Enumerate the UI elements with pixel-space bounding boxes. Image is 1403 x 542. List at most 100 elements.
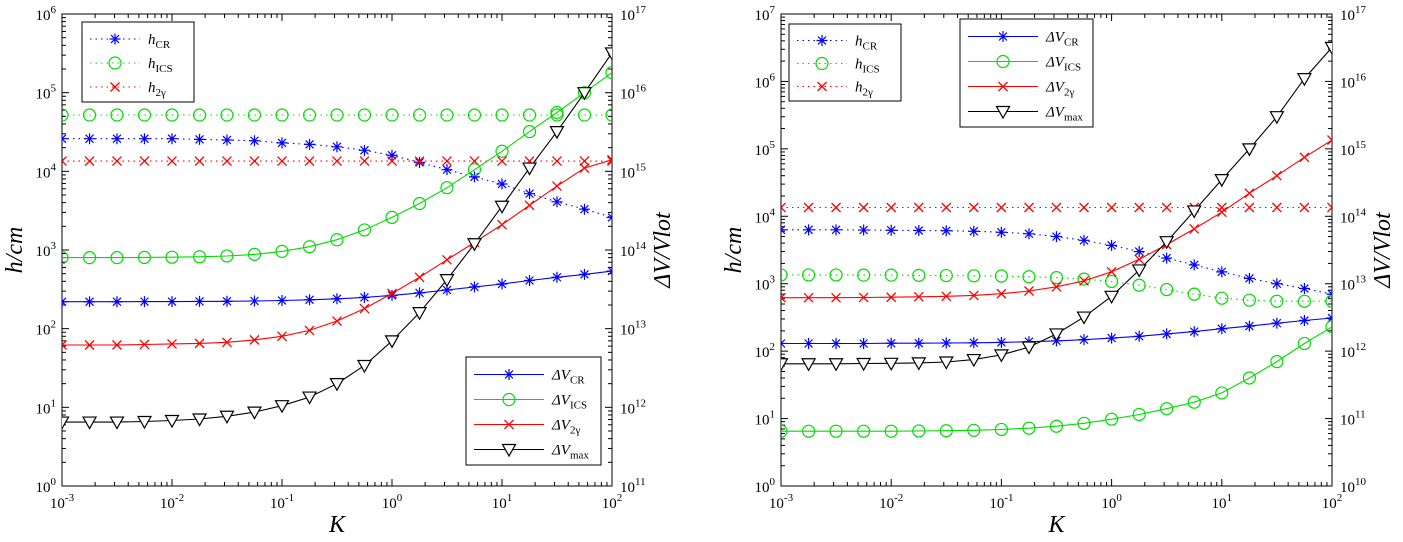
x-tick-label-mantissa: 10 [1212, 496, 1227, 512]
point-h_ICS [247, 108, 262, 122]
point-h_2g [139, 156, 150, 167]
point-h_ICS [829, 268, 843, 282]
point-dV_2g [414, 272, 425, 283]
point-h_ICS [1132, 278, 1146, 292]
legend-h-label-main: h [148, 56, 156, 72]
point-dV_CR [386, 289, 398, 301]
point-h_2g [387, 156, 397, 167]
legend-h-label-sub: ICS [156, 63, 173, 75]
point-h_ICS [275, 108, 289, 122]
point-dV_ICS [522, 124, 537, 139]
x-tick-label-mantissa: 10 [270, 496, 285, 512]
x-tick-label-exponent: -1 [285, 492, 294, 504]
point-dV_CR [496, 278, 508, 290]
point-h_2g [222, 156, 232, 167]
y-right-tick-label-exponent: 17 [635, 4, 647, 16]
point-dV_2g [332, 316, 342, 327]
point-h_ICS [357, 108, 372, 122]
point-h_2g [1327, 202, 1332, 213]
y-right-tick-label: 1016 [1340, 71, 1367, 91]
point-dV_ICS [781, 424, 788, 438]
y-right-tick-label-exponent: 11 [635, 476, 646, 488]
point-dV_2g [387, 288, 397, 299]
point-dV_CR [138, 296, 150, 308]
point-h_ICS [412, 108, 427, 122]
legend-dv-marker-dV_ICS [996, 54, 1010, 69]
point-h_CR [1161, 252, 1173, 264]
y-left-tick-label: 103 [755, 274, 776, 294]
x-tick-label-exponent: 2 [1337, 492, 1343, 504]
point-dV_2g [1244, 188, 1255, 199]
legend-dv-marker-dV_max [501, 443, 517, 458]
point-dV_2g [913, 291, 924, 302]
point-h_ICS [801, 268, 816, 282]
point-dV_max [1269, 111, 1285, 125]
point-dV_max [274, 400, 290, 414]
point-h_2g [1299, 202, 1310, 213]
point-h_CR [441, 164, 453, 176]
y-left-tick-label: 100 [36, 476, 57, 496]
point-dV_2g [886, 292, 897, 303]
legend-h-label-main: h [148, 80, 156, 96]
y-left-axis-label: h/cm [2, 227, 28, 274]
point-h_ICS [522, 108, 537, 122]
y-right-tick-label: 1013 [620, 319, 647, 339]
point-h_2g [552, 156, 562, 167]
y-left-tick-label-mantissa: 10 [36, 87, 51, 103]
series-layer [781, 41, 1332, 438]
legend-dv-marker-dV_CR [503, 369, 515, 380]
y-right-tick-label-mantissa: 10 [620, 165, 635, 181]
point-h_CR [913, 225, 925, 237]
y-right-axis-label: ΔV/Vlot [1370, 211, 1396, 289]
y-left-tick-label-mantissa: 10 [36, 244, 51, 260]
point-h_ICS [467, 108, 482, 122]
x-tick-label-exponent: -2 [894, 492, 903, 504]
point-dV_2g [277, 331, 287, 342]
point-h_2g [607, 156, 612, 167]
legend-h-marker-h_2g [110, 82, 120, 92]
point-dV_2g [1106, 266, 1117, 277]
point-h_CR [248, 135, 260, 147]
y-left-tick-label: 104 [755, 206, 776, 226]
point-dV_CR [304, 294, 316, 306]
point-h_ICS [302, 108, 317, 122]
point-h_ICS [857, 268, 871, 282]
point-dV_2g [139, 339, 150, 350]
point-dV_ICS [1215, 386, 1229, 400]
x-tick-label-mantissa: 10 [50, 496, 65, 512]
point-dV_2g [1327, 135, 1332, 146]
point-dV_ICS [220, 249, 234, 263]
point-dV_max [966, 353, 982, 368]
point-dV_2g [803, 292, 814, 303]
point-h_CR [496, 178, 508, 190]
point-dV_ICS [1077, 416, 1091, 430]
point-dV_CR [111, 296, 123, 308]
point-dV_max [192, 413, 208, 427]
point-dV_2g [1216, 207, 1227, 218]
y-right-tick-label: 1017 [620, 4, 647, 24]
point-dV_CR [248, 295, 260, 307]
point-h_CR [304, 138, 316, 150]
legend-dv-label-dV_CR: ΔVCR [1045, 30, 1079, 49]
point-h_CR [358, 144, 370, 156]
point-dV_ICS [82, 251, 97, 265]
point-dV_ICS [247, 247, 262, 261]
x-tick-label-exponent: 2 [617, 492, 623, 504]
y-right-tick-label-exponent: 10 [1355, 476, 1367, 488]
y-right-tick-label-mantissa: 10 [1340, 8, 1355, 24]
x-tick-label-mantissa: 10 [989, 496, 1004, 512]
point-dV_max [356, 359, 372, 374]
y-right-tick-label-mantissa: 10 [620, 401, 635, 417]
legend-dv-label-main: ΔV [551, 418, 572, 434]
point-h_2g [1161, 202, 1172, 213]
point-h_2g [332, 156, 342, 167]
point-h_2g [112, 156, 122, 167]
point-h_CR [830, 224, 842, 236]
point-dV_CR [803, 337, 815, 349]
legend-h-label-sub: 2γ [156, 87, 167, 99]
point-h_CR [1216, 266, 1228, 278]
legend-h-label-sub: CR [156, 39, 171, 51]
point-dV_ICS [550, 105, 564, 120]
legend-h-label-h_CR: hCR [855, 34, 878, 53]
legend-h-box [81, 21, 195, 103]
